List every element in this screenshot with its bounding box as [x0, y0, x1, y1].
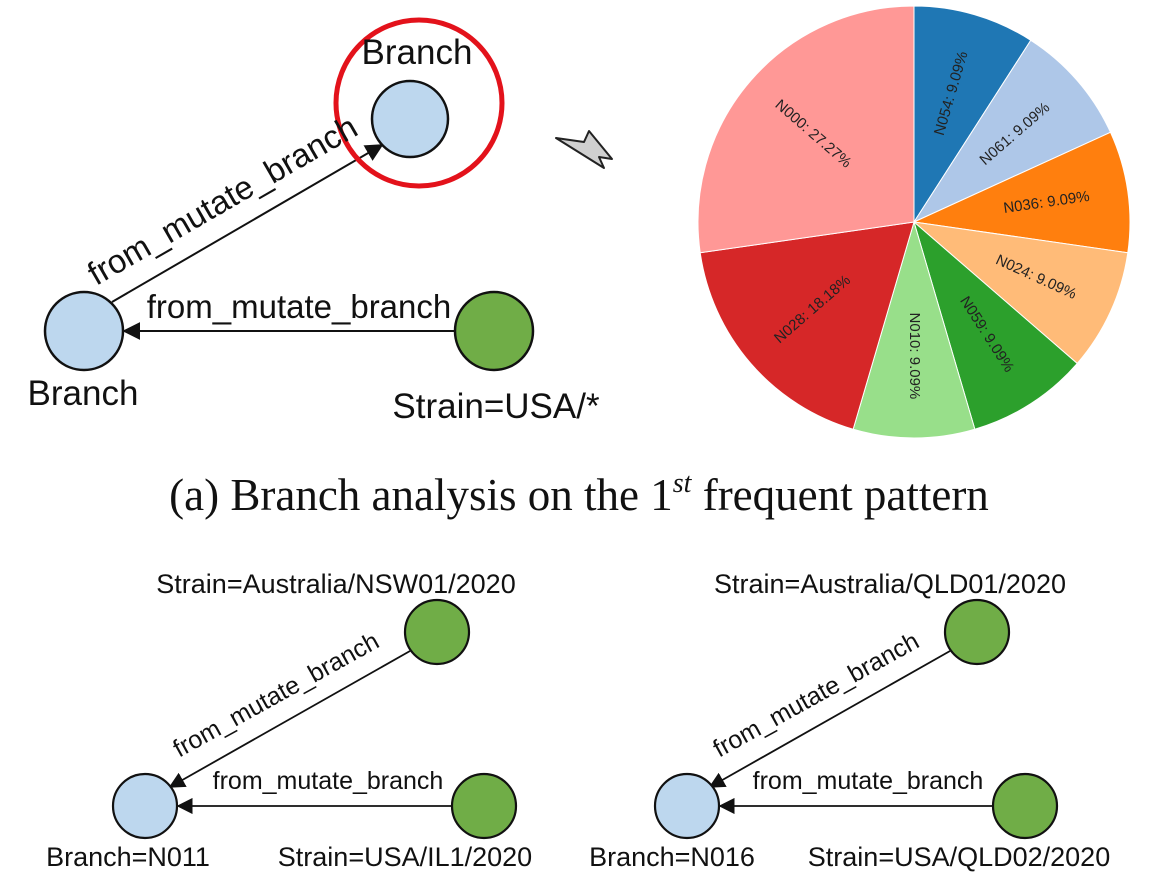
top-pattern-graph: Branch Branch Strain=USA/* from_mutate_b…: [28, 17, 600, 426]
pie-slice-n054[interactable]: [913, 5, 1032, 224]
br-branch-node[interactable]: [653, 772, 721, 840]
node-left-label: Branch: [28, 374, 139, 413]
edge-diag-top: [111, 144, 384, 303]
highlight-ring: [333, 17, 505, 189]
bl-edge-horiz-label: from_mutate_branch: [213, 767, 444, 795]
br-strain-top-label: Strain=Australia/QLD01/2020: [714, 569, 1066, 599]
caption-superscript: st: [673, 468, 693, 499]
br-branch-label: Branch=N016: [589, 842, 755, 872]
figure-caption: (a) Branch analysis on the 1st frequent …: [169, 468, 989, 520]
pie-slice-n000[interactable]: [697, 5, 915, 254]
bl-edge-diag: [168, 650, 411, 788]
br-strain-right-node[interactable]: [991, 772, 1059, 840]
transition-arrow-icon: [555, 130, 613, 169]
branch-node-top[interactable]: [370, 79, 450, 159]
br-strain-right-label: Strain=USA/QLD02/2020: [808, 842, 1110, 872]
caption-suffix: frequent pattern: [691, 470, 988, 520]
bl-branch-label: Branch=N011: [46, 842, 210, 872]
pie-slice-n010[interactable]: [852, 220, 976, 439]
pie-slice-n024[interactable]: [912, 221, 1129, 365]
branch-pie-chart: N054: 9.09% N061: 9.09%N036: 9.09%N024: 9…: [697, 5, 1131, 439]
pie-slice-label: N010: 9.09%: [906, 313, 923, 400]
bl-strain-right-label: Strain=USA/IL1/2020: [278, 842, 532, 872]
br-edge-horiz-label: from_mutate_branch: [753, 767, 984, 795]
br-strain-top-node[interactable]: [943, 598, 1011, 666]
bl-strain-top-label: Strain=Australia/NSW01/2020: [156, 569, 515, 599]
bl-branch-node[interactable]: [111, 772, 179, 840]
br-edge-diag: [708, 650, 951, 788]
bl-strain-top-node[interactable]: [403, 598, 471, 666]
br-edge-diag-label: from_mutate_branch: [708, 627, 923, 763]
strain-node-right[interactable]: [453, 290, 535, 372]
bl-strain-right-node[interactable]: [450, 772, 518, 840]
edge-diag-label: from_mutate_branch: [81, 108, 363, 292]
bl-edge-diag-label: from_mutate_branch: [168, 627, 383, 763]
bottom-left-graph: Strain=Australia/NSW01/2020 Branch=N011 …: [46, 569, 532, 872]
pie-slice-n036[interactable]: [912, 131, 1131, 254]
bottom-right-graph: Strain=Australia/QLD01/2020 Branch=N016 …: [589, 569, 1110, 872]
node-top-label: Branch: [362, 33, 473, 72]
branch-node-left[interactable]: [43, 290, 125, 372]
edge-horiz-label: from_mutate_branch: [147, 288, 452, 325]
pie-slice-n028[interactable]: [699, 221, 915, 430]
pie-slice-n061[interactable]: [912, 39, 1112, 224]
pie-slice-n059[interactable]: [913, 220, 1078, 430]
caption-prefix: (a) Branch analysis on the 1: [169, 470, 673, 520]
node-right-label: Strain=USA/*: [392, 387, 600, 426]
